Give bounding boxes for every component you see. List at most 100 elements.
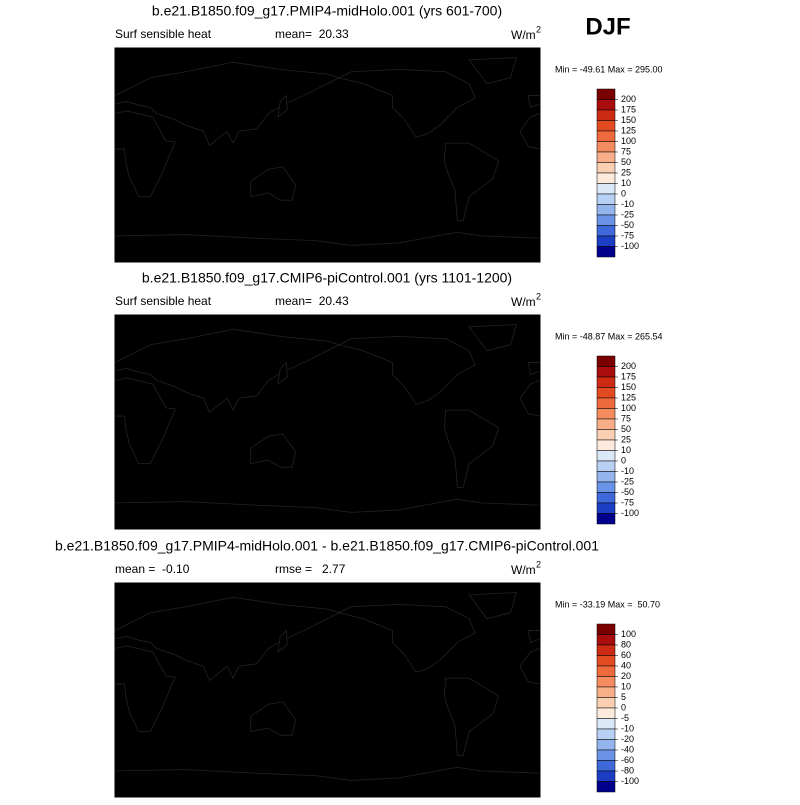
colorbar-label: 10: [621, 445, 631, 455]
colorbar-label: 5: [621, 692, 626, 702]
colorbar-label: 150: [621, 115, 636, 125]
color-box: [596, 225, 616, 237]
min-max: Min = -49.61 Max = 295.00: [555, 64, 663, 74]
colorbar-label: -5: [621, 713, 629, 723]
color-box: [596, 235, 616, 247]
color-box: [596, 492, 616, 504]
color-box: [596, 460, 616, 472]
units: W/m: [511, 563, 536, 577]
panel: b.e21.B1850.f09_g17.PMIP4-midHolo.001 (y…: [114, 3, 663, 263]
colorbar-label: -10: [621, 199, 634, 209]
min-max: Min = -33.19 Max = 50.70: [555, 599, 660, 609]
map: [114, 582, 541, 798]
color-box: [596, 193, 616, 205]
colorbar-label: -100: [621, 508, 639, 518]
center-label: mean= 20.43: [275, 294, 349, 308]
colorbar-label: 0: [621, 455, 626, 465]
color-box: [596, 450, 616, 462]
colorbar-label: -80: [621, 765, 634, 775]
colorbar-label: -20: [621, 734, 634, 744]
colorbar-label: 10: [621, 178, 631, 188]
colorbar-label: 25: [621, 167, 631, 177]
center-label: mean= 20.33: [275, 27, 349, 41]
colorbar-label: 200: [621, 361, 636, 371]
colorbar-label: 175: [621, 371, 636, 381]
color-box: [596, 718, 616, 730]
color-box: [596, 697, 616, 709]
map-frame: [114, 582, 541, 798]
color-box: [596, 183, 616, 195]
color-box: [596, 665, 616, 677]
units: W/m: [511, 28, 536, 42]
color-box: [596, 471, 616, 483]
color-box: [596, 376, 616, 388]
colorbar-label: 75: [621, 146, 631, 156]
left-label: Surf sensible heat: [115, 294, 212, 308]
colorbar-label: 0: [621, 702, 626, 712]
colorbar-label: 20: [621, 671, 631, 681]
color-box: [596, 109, 616, 121]
color-box: [596, 162, 616, 174]
color-box: [596, 686, 616, 698]
colorbar-label: -60: [621, 755, 634, 765]
colorbar-label: 100: [621, 403, 636, 413]
color-box: [596, 623, 616, 635]
map-frame: [114, 314, 541, 530]
colorbar-label: 100: [621, 136, 636, 146]
colorbar-label: -100: [621, 241, 639, 251]
world-map: [114, 314, 541, 530]
color-box: [596, 749, 616, 761]
min-max: Min = -48.87 Max = 265.54: [555, 331, 663, 341]
color-box: [596, 770, 616, 782]
color-box: [596, 760, 616, 772]
color-box: [596, 408, 616, 420]
color-box: [596, 676, 616, 688]
colorbar-label: 25: [621, 434, 631, 444]
colorbar-label: 200: [621, 94, 636, 104]
color-box: [596, 141, 616, 153]
units: W/m: [511, 295, 536, 309]
color-box: [596, 99, 616, 111]
color-box: [596, 739, 616, 751]
colorbar-label: -10: [621, 723, 634, 733]
map: [114, 314, 541, 530]
units-exponent: 2: [536, 291, 541, 301]
colorbar-label: 50: [621, 157, 631, 167]
units-exponent: 2: [536, 24, 541, 34]
color-box: [596, 130, 616, 142]
left-label: Surf sensible heat: [115, 27, 212, 41]
colorbar-label: 175: [621, 104, 636, 114]
color-box: [596, 644, 616, 656]
colorbar-label: 50: [621, 424, 631, 434]
map: [114, 47, 541, 263]
color-box: [596, 513, 616, 525]
color-box: [596, 634, 616, 646]
panel-title: b.e21.B1850.f09_g17.PMIP4-midHolo.001 (y…: [152, 3, 502, 19]
color-box: [596, 728, 616, 740]
color-box: [596, 151, 616, 163]
map-frame: [114, 47, 541, 263]
colorbar-label: -75: [621, 230, 634, 240]
panel: b.e21.B1850.f09_g17.CMIP6-piControl.001 …: [114, 270, 663, 530]
color-box: [596, 355, 616, 367]
colorbar-label: 60: [621, 650, 631, 660]
colorbar-label: -50: [621, 220, 634, 230]
left-label: mean = -0.10: [115, 562, 190, 576]
panel: b.e21.B1850.f09_g17.PMIP4-midHolo.001 - …: [55, 538, 660, 798]
colorbar-label: -40: [621, 744, 634, 754]
color-box: [596, 366, 616, 378]
colorbar-label: 100: [621, 629, 636, 639]
center-label: rmse = 2.77: [275, 562, 346, 576]
colorbar-label: -10: [621, 466, 634, 476]
color-box: [596, 172, 616, 184]
colorbar-label: 125: [621, 125, 636, 135]
colorbar-label: 10: [621, 681, 631, 691]
colorbar-label: -75: [621, 497, 634, 507]
color-box: [596, 397, 616, 409]
color-box: [596, 502, 616, 514]
colorbar-label: 75: [621, 413, 631, 423]
colorbar-label: -50: [621, 487, 634, 497]
color-box: [596, 429, 616, 441]
color-box: [596, 246, 616, 258]
